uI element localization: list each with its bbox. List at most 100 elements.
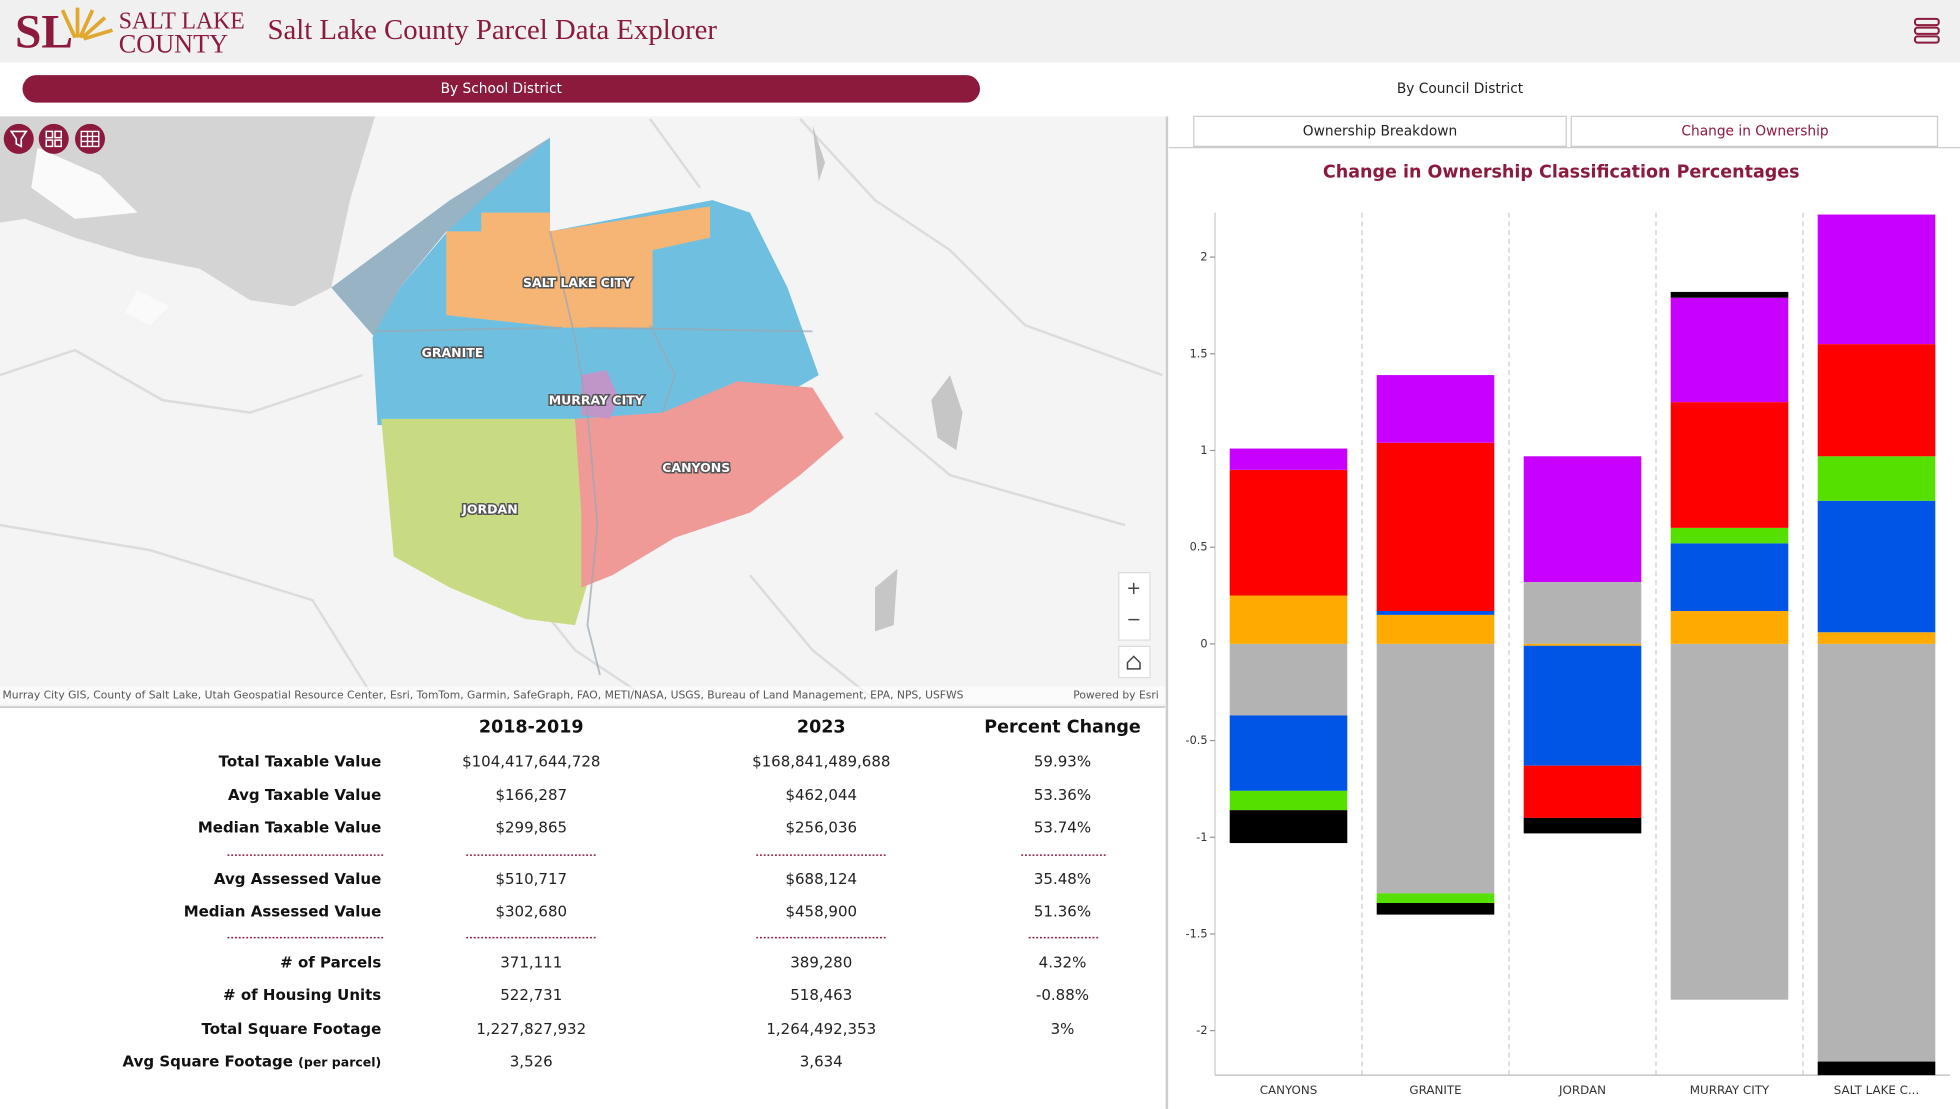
row-label: Total Square Footage <box>201 1020 381 1038</box>
x-tick-label: GRANITE <box>1409 1083 1461 1097</box>
tab-active[interactable] <box>22 75 981 103</box>
y-tick-label: 0 <box>1200 637 1207 650</box>
bar-segment <box>1670 610 1789 644</box>
bar-segment <box>1817 643 1936 1062</box>
cell: 3,526 <box>510 1052 553 1070</box>
bar-segment <box>1817 344 1936 457</box>
cell: 3,634 <box>800 1052 843 1070</box>
cell: $166,287 <box>495 786 567 804</box>
bar-segment <box>1817 500 1936 633</box>
logo-top: SALT LAKE <box>119 8 245 34</box>
bar-segment <box>1817 214 1936 345</box>
y-tick-label: -0.5 <box>1186 734 1208 747</box>
menu-bar <box>1914 35 1940 44</box>
menu-bar <box>1914 26 1940 35</box>
bar-segment <box>1817 1061 1936 1076</box>
cell: 4.32% <box>1039 954 1087 972</box>
subtab[interactable] <box>1193 115 1567 148</box>
bar-segment <box>1817 456 1936 501</box>
zoom-out[interactable]: − <box>1126 610 1141 630</box>
row-label: Avg Taxable Value <box>228 786 381 804</box>
map-label: CANYONS <box>662 460 730 475</box>
chart: -2 -1.5 -1 -0.5 0 0.5 1 1.5 2 CANYONS GRANITE JORDA… <box>1186 212 1950 1097</box>
cell: 1,227,827,932 <box>476 1020 586 1038</box>
logo-rays <box>60 7 114 41</box>
zoom-in[interactable]: + <box>1126 579 1141 599</box>
tab-label[interactable]: By School District <box>441 81 563 97</box>
table-button[interactable] <box>75 123 105 154</box>
x-tick-label: JORDAN <box>1558 1083 1606 1097</box>
roads <box>0 118 1163 702</box>
lake <box>0 116 375 307</box>
bar-segment <box>1229 595 1348 644</box>
cell: 371,111 <box>500 954 562 972</box>
cell: $256,036 <box>785 819 857 837</box>
cell: 51.36% <box>1034 902 1091 920</box>
region-salt-lake-city <box>446 206 710 328</box>
cell: $168,841,489,688 <box>752 752 890 770</box>
map-label: MURRAY CITY <box>549 393 645 408</box>
island <box>31 147 169 326</box>
x-tick-label: SALT LAKE C... <box>1834 1083 1919 1097</box>
bar-segment <box>1229 643 1348 716</box>
y-tick-label: -1 <box>1196 831 1207 844</box>
y-tick-label: 1.5 <box>1190 347 1208 360</box>
cell: 3% <box>1051 1020 1075 1038</box>
bar-segment <box>1229 469 1348 596</box>
cell: $299,865 <box>495 819 567 837</box>
menu-button[interactable] <box>1914 17 1940 44</box>
subtab-label[interactable]: Change in Ownership <box>1681 123 1828 139</box>
bar-segment <box>1376 442 1495 611</box>
bar-segment <box>1229 810 1348 844</box>
powered-by: Powered by Esri <box>1073 689 1159 702</box>
cell: $462,044 <box>785 786 857 804</box>
cell: $510,717 <box>495 870 567 888</box>
bar-segment <box>1376 643 1495 894</box>
cell: 53.36% <box>1034 786 1091 804</box>
home-icon <box>1126 655 1141 670</box>
row-label: Avg Assessed Value <box>214 870 381 888</box>
logo-mark: SL <box>15 7 73 59</box>
map[interactable]: SALT LAKE CITY GRANITE MURRAY CITY CANYO… <box>0 116 1165 707</box>
bar-segment <box>1523 581 1642 644</box>
row-label: # of Parcels <box>280 954 381 972</box>
map-label: GRANITE <box>422 345 484 360</box>
row-label: Avg Square Footage (per parcel) <box>123 1052 382 1070</box>
filter-icon <box>9 130 28 148</box>
logo-bottom: COUNTY <box>119 29 228 58</box>
bar-segment <box>1523 643 1642 646</box>
cell: $458,900 <box>785 902 857 920</box>
bar-segment <box>1670 291 1789 298</box>
row-label: Median Taxable Value <box>198 819 381 837</box>
bar-segment <box>1376 903 1495 915</box>
region-jordan <box>381 418 590 626</box>
cell: $302,680 <box>495 902 567 920</box>
bar-segment <box>1376 375 1495 443</box>
bar-segment <box>1229 715 1348 791</box>
subtab-active[interactable] <box>1570 115 1939 148</box>
row-label: # of Housing Units <box>223 986 381 1004</box>
home-button[interactable] <box>1118 645 1151 679</box>
row-label: Total Taxable Value <box>219 752 382 770</box>
grid-icon <box>45 130 62 148</box>
bar-segment <box>1523 765 1642 818</box>
layers-button[interactable] <box>38 123 69 154</box>
subtab-label[interactable]: Ownership Breakdown <box>1303 123 1457 139</box>
logo[interactable]: SL SALT LAKE COUNTY <box>15 7 245 59</box>
chart-title: Change in Ownership Classification Perce… <box>1323 163 1800 183</box>
bar-segment <box>1376 610 1495 615</box>
map-tools[interactable] <box>3 123 105 154</box>
column-header: Percent Change <box>984 718 1141 738</box>
cell: $104,417,644,728 <box>462 752 600 770</box>
x-tick-label: MURRAY CITY <box>1690 1083 1770 1097</box>
cell: 1,264,492,353 <box>766 1020 876 1038</box>
tab-label[interactable]: By Council District <box>1397 81 1524 97</box>
bar-segment <box>1670 527 1789 544</box>
x-tick-label: CANYONS <box>1260 1083 1318 1097</box>
row-label: Median Assessed Value <box>184 902 382 920</box>
highways <box>374 231 813 676</box>
filter-button[interactable] <box>3 123 34 154</box>
row-label-note: (per parcel) <box>298 1054 381 1069</box>
y-tick-label: -1.5 <box>1186 927 1208 940</box>
